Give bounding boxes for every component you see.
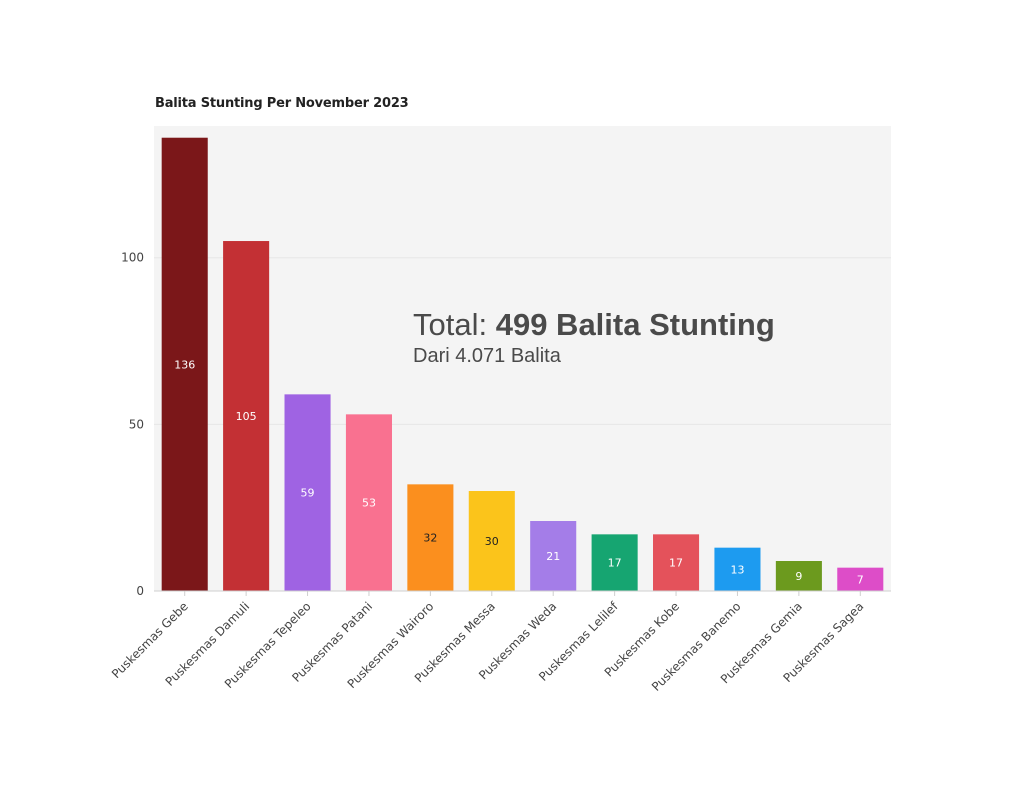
bar-value-label: 17 [669,557,683,570]
bar-value-label: 9 [795,570,802,583]
bar-value-label: 21 [546,550,560,563]
bar-value-label: 105 [236,410,257,423]
bar [591,534,638,591]
plot-background [154,126,891,591]
bar [223,241,270,591]
bar-value-label: 32 [423,532,437,545]
y-tick-label: 0 [136,584,144,598]
bar [653,534,700,591]
bar-value-label: 30 [485,535,499,548]
bar [837,567,884,591]
total-annotation: Total: 499 Balita Stunting Dari 4.071 Ba… [413,306,775,368]
bar [468,491,515,591]
bar [284,394,331,591]
gridlines [154,257,891,425]
bar-value-label: 136 [174,358,195,371]
chart-title: Balita Stunting Per November 2023 [155,96,409,111]
bar [161,137,208,591]
bar-value-label: 53 [362,497,376,510]
bar-value-label: 13 [730,563,744,576]
bar [714,547,761,591]
bar [775,561,822,591]
y-tick-label: 100 [121,251,144,265]
y-tick-label: 50 [129,417,144,431]
bar-value-label: 17 [608,557,622,570]
total-annotation-value: 499 Balita Stunting [495,307,775,342]
total-annotation-prefix: Total: [413,307,496,342]
bar-value-label: 7 [857,573,864,586]
bar [407,484,454,591]
bar [345,414,392,591]
bars: 136 105 59 53 32 30 21 17 17 13 9 7 [161,137,884,591]
total-annotation-subtitle: Dari 4.071 Balita [413,345,561,367]
y-axis: 0 50 100 [121,251,144,598]
bar-value-label: 59 [301,487,315,500]
total-annotation-headline: Total: 499 Balita Stunting [413,306,775,344]
bar [530,521,577,591]
